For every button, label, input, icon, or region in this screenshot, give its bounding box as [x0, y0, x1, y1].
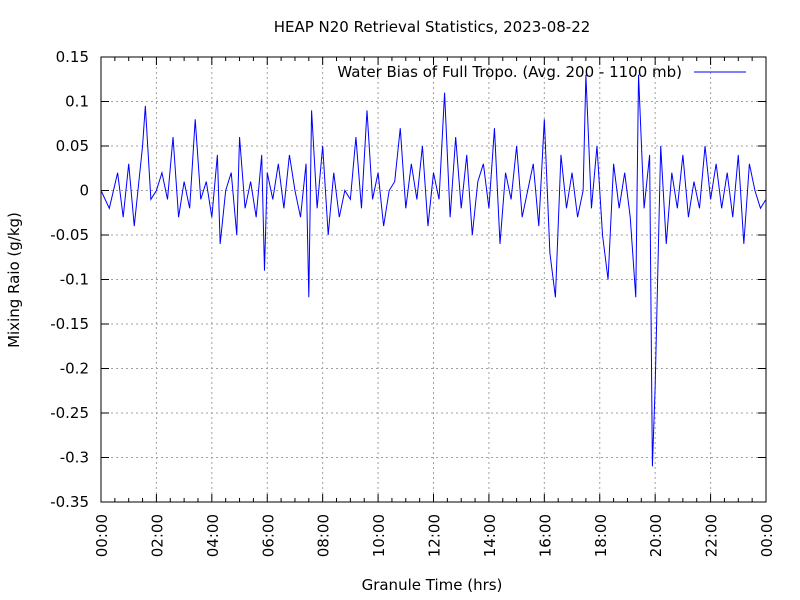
legend: Water Bias of Full Tropo. (Avg. 200 - 11…: [337, 63, 746, 81]
x-tick-label: 00:00: [93, 514, 111, 557]
x-tick-label: 22:00: [703, 514, 721, 557]
x-tick-label: 00:00: [758, 514, 776, 557]
y-tick-label: 0.05: [56, 137, 89, 155]
y-tick-label: -0.35: [50, 493, 89, 511]
x-tick-label: 18:00: [592, 514, 610, 557]
y-tick-label: -0.15: [50, 315, 89, 333]
y-tick-label: -0.25: [50, 404, 89, 422]
y-axis: -0.35 -0.3 -0.25 -0.2 -0.15 -0.1 -0.05 0 0.05 0.1…: [50, 48, 766, 511]
legend-label: Water Bias of Full Tropo. (Avg. 200 - 11…: [337, 63, 682, 81]
y-tick-label: -0.2: [60, 360, 89, 378]
x-tick-label: 10:00: [370, 514, 388, 557]
x-tick-label: 04:00: [204, 514, 222, 557]
series-line: [100, 74, 767, 467]
x-tick-label: 20:00: [647, 514, 665, 557]
series-layer: [100, 74, 767, 467]
y-tick-label: 0: [79, 182, 89, 200]
y-tick-label: 0.1: [65, 93, 89, 111]
y-tick-label: -0.1: [60, 271, 89, 289]
y-tick-label: 0.15: [56, 48, 89, 66]
y-axis-label: Mixing Raio (g/kg): [5, 212, 23, 348]
x-tick-label: 06:00: [259, 514, 277, 557]
x-axis: 00:00 02:00 04:00 06:00 08:00 10:00 12:00 14:00…: [93, 57, 776, 557]
x-tick-label: 02:00: [148, 514, 166, 557]
x-tick-label: 16:00: [536, 514, 554, 557]
y-tick-label: -0.3: [60, 449, 89, 467]
x-tick-label: 14:00: [481, 514, 499, 557]
y-tick-label: -0.05: [50, 226, 89, 244]
grid: [101, 57, 766, 502]
chart-title: HEAP N20 Retrieval Statistics, 2023-08-2…: [274, 18, 591, 36]
x-tick-label: 08:00: [315, 514, 333, 557]
x-axis-label: Granule Time (hrs): [362, 576, 503, 594]
x-tick-label: 12:00: [426, 514, 444, 557]
